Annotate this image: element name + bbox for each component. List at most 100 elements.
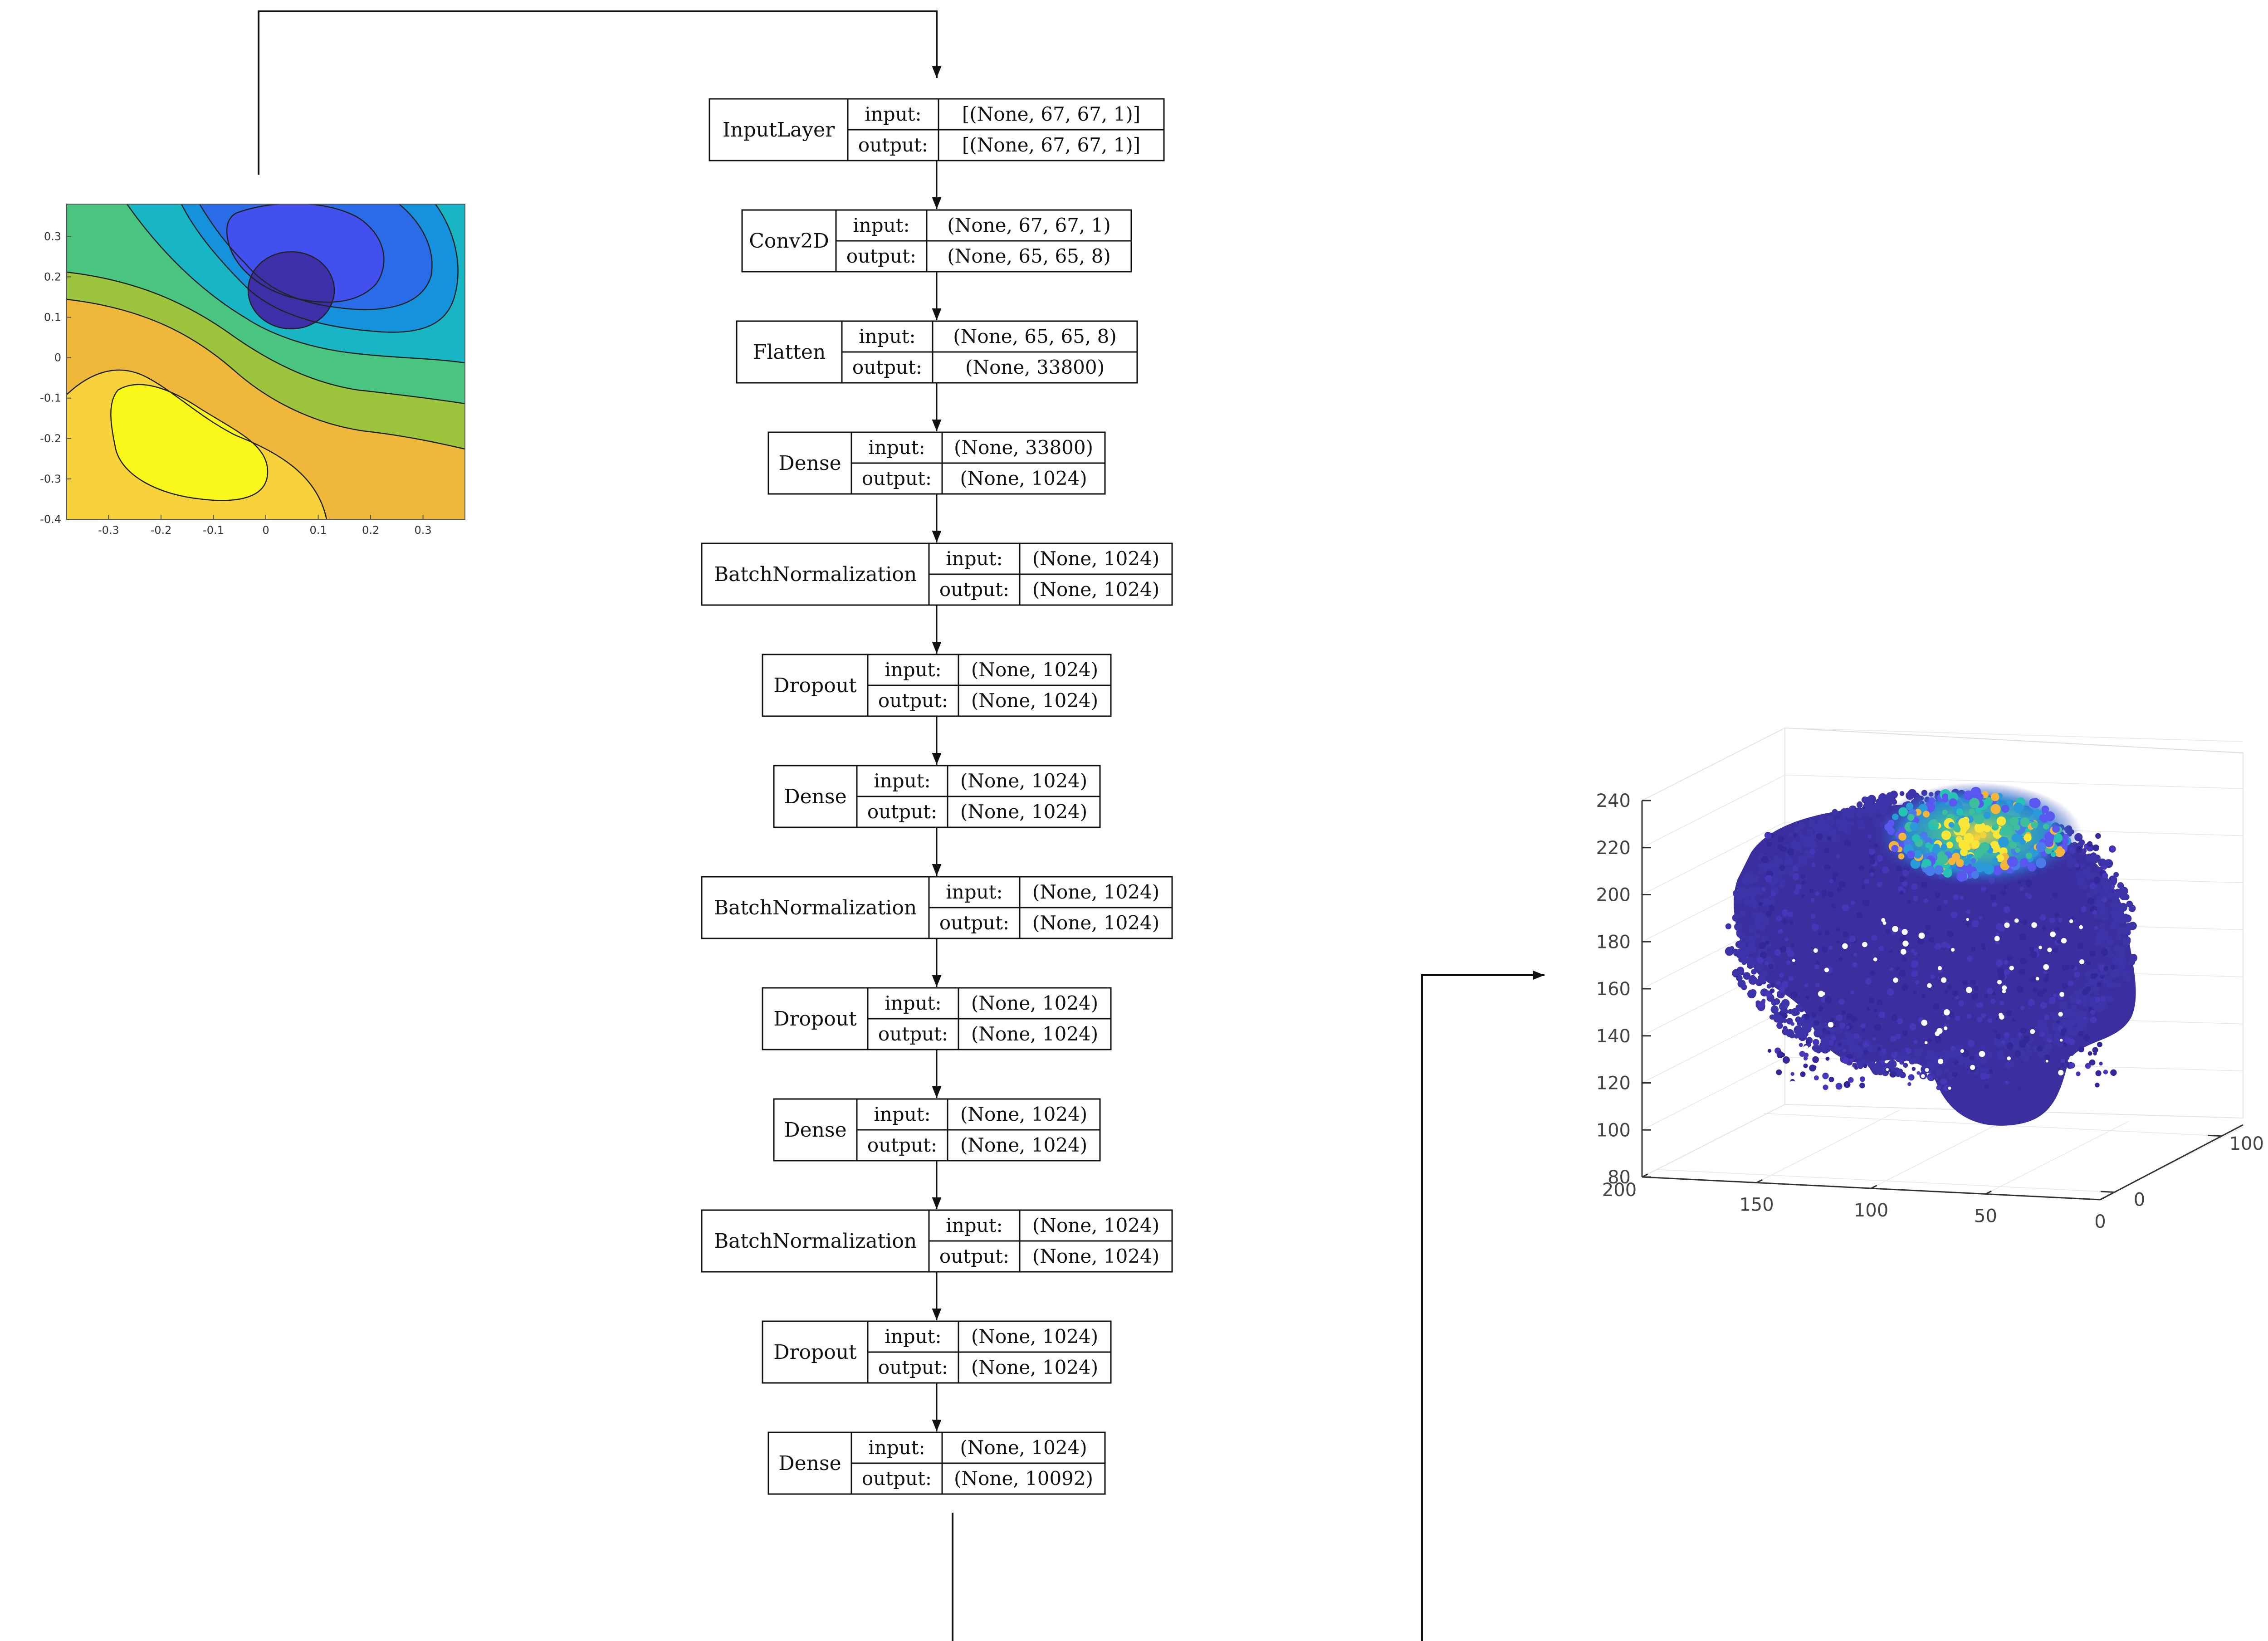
input-shape: (None, 1024)	[971, 992, 1098, 1014]
x-tick-label: -0.1	[203, 524, 224, 537]
contour-plot: -0.3 -0.2 -0.1 0 0.1 0.2 0.3 0.3 0.2 0.1 0 -0.1 -0.2…	[40, 204, 465, 537]
x-tick-label: 0	[2094, 1211, 2106, 1232]
output-shape: (None, 1024)	[971, 1356, 1098, 1378]
x-tick-label: -0.2	[151, 524, 172, 537]
output-label: output:	[878, 1023, 948, 1045]
z-tick-label: 220	[1596, 838, 1631, 859]
input-label: input:	[885, 992, 941, 1014]
input-shape: (None, 1024)	[1032, 547, 1159, 570]
layer-name: Flatten	[753, 341, 826, 364]
output-label: output:	[867, 801, 937, 823]
output-shape: (None, 1024)	[1032, 912, 1159, 934]
y-tick-label: 0.3	[44, 230, 61, 243]
layer-4-dense: Dense input: output: (None, 33800) (None, 10…	[767, 431, 1106, 495]
layer-name: Dense	[784, 785, 846, 808]
input-label: input:	[868, 1436, 925, 1459]
connector-output-arrow	[952, 970, 1545, 1641]
input-shape: (None, 1024)	[971, 659, 1098, 681]
output-label: output:	[939, 912, 1009, 934]
x-tick-label: 0.3	[414, 524, 431, 537]
point-cloud	[1725, 782, 2138, 1126]
y-tick-label: -0.1	[40, 392, 61, 405]
output-label: output:	[862, 467, 932, 489]
output-shape: (None, 65, 65, 8)	[947, 245, 1110, 267]
input-label: input:	[868, 436, 925, 459]
z-tick-label: 140	[1596, 1026, 1631, 1047]
layer-12-dropout: Dropout input: output: (None, 1024) (None, 1…	[762, 1320, 1112, 1384]
y-tick-label: 0.1	[44, 311, 61, 323]
input-label: input:	[865, 103, 921, 125]
input-shape: (None, 33800)	[954, 436, 1093, 459]
layer-name: Dense	[778, 452, 841, 475]
input-shape: (None, 1024)	[960, 1103, 1087, 1125]
layer-7-dense: Dense input: output: (None, 1024) (None, 102…	[773, 765, 1101, 828]
scatter-3d-plot: 80 100 120 140 160 180 200 220 240 200 150 100 50 0 0 1…	[1596, 727, 2264, 1232]
y-tick-label: 100	[2229, 1133, 2264, 1154]
x-tick-label: 0.1	[309, 524, 327, 537]
output-label: output:	[867, 1134, 937, 1156]
input-shape: (None, 1024)	[1032, 881, 1159, 903]
layer-6-dropout: Dropout input: output: (None, 1024) (None, 1…	[762, 654, 1112, 717]
x-tick-label: 100	[1854, 1200, 1888, 1221]
input-label: input:	[946, 881, 1002, 903]
layer-name: Dense	[784, 1118, 846, 1142]
network-diagram: InputLayer input: output: [(None, 67, 67, 1…	[701, 98, 1173, 1495]
layer-8-batchnormalization: BatchNormalization input: output: (None, 10…	[701, 876, 1173, 939]
x-tick-label: 200	[1602, 1180, 1637, 1201]
input-shape: (None, 1024)	[960, 1436, 1087, 1459]
layer-2-conv2d: Conv2D input: output: (None, 67, 67, 1) (Non…	[741, 209, 1132, 273]
layer-name: BatchNormalization	[714, 896, 917, 919]
output-label: output:	[852, 356, 922, 378]
y-tick-label: -0.4	[40, 513, 61, 526]
layer-13-dense: Dense input: output: (None, 1024) (None, 100…	[767, 1431, 1106, 1495]
output-shape: (None, 1024)	[960, 467, 1087, 489]
layer-11-batchnormalization: BatchNormalization input: output: (None, 10…	[701, 1209, 1173, 1273]
layer-name: Dense	[778, 1452, 841, 1475]
layer-name: InputLayer	[723, 118, 835, 142]
layer-3-flatten: Flatten input: output: (None, 65, 65, 8) (No…	[736, 320, 1138, 384]
input-label: input:	[874, 1103, 930, 1125]
z-tick-label: 240	[1596, 791, 1631, 811]
output-label: output:	[878, 1356, 948, 1378]
output-label: output:	[939, 1245, 1009, 1267]
y-tick-label: -0.3	[40, 473, 61, 485]
z-tick-label: 200	[1596, 885, 1631, 906]
input-shape: (None, 67, 67, 1)	[947, 214, 1110, 236]
output-shape: (None, 1024)	[971, 1023, 1098, 1045]
output-shape: (None, 1024)	[960, 1134, 1087, 1156]
output-label: output:	[858, 134, 928, 156]
input-shape: (None, 65, 65, 8)	[953, 325, 1116, 347]
layer-name: Dropout	[773, 1007, 857, 1031]
y-tick-label: 0	[2134, 1190, 2145, 1211]
output-shape: [(None, 67, 67, 1)]	[962, 134, 1140, 156]
output-label: output:	[878, 689, 948, 712]
layer-10-dense: Dense input: output: (None, 1024) (None, 102…	[773, 1098, 1101, 1162]
x-tick-label: 150	[1739, 1195, 1774, 1216]
input-shape: (None, 1024)	[971, 1325, 1098, 1348]
z-tick-label: 160	[1596, 979, 1631, 1000]
layer-1-inputlayer: InputLayer input: output: [(None, 67, 67, 1…	[709, 98, 1165, 161]
output-label: output:	[846, 245, 916, 267]
layer-name: BatchNormalization	[714, 1230, 917, 1253]
output-shape: (None, 1024)	[1032, 578, 1159, 601]
x-tick-label: 0	[262, 524, 269, 537]
layer-name: BatchNormalization	[714, 563, 917, 586]
input-label: input:	[859, 325, 915, 347]
output-shape: (None, 1024)	[960, 801, 1087, 823]
layer-name: Conv2D	[749, 230, 829, 253]
y-tick-label: 0.2	[44, 270, 61, 283]
input-label: input:	[885, 659, 941, 681]
output-shape: (None, 10092)	[954, 1467, 1093, 1490]
output-shape: (None, 1024)	[971, 689, 1098, 712]
layer-name: Dropout	[773, 674, 857, 697]
x-tick-label: 0.2	[362, 524, 379, 537]
connector-input-arrow	[258, 10, 942, 175]
input-shape: [(None, 67, 67, 1)]	[962, 103, 1140, 125]
output-label: output:	[939, 578, 1009, 601]
layer-name: Dropout	[773, 1341, 857, 1364]
input-label: input:	[853, 214, 909, 236]
layer-5-batchnormalization: BatchNormalization input: output: (None, 10…	[701, 542, 1173, 606]
z-tick-label: 100	[1596, 1120, 1631, 1141]
output-shape: (None, 1024)	[1032, 1245, 1159, 1267]
